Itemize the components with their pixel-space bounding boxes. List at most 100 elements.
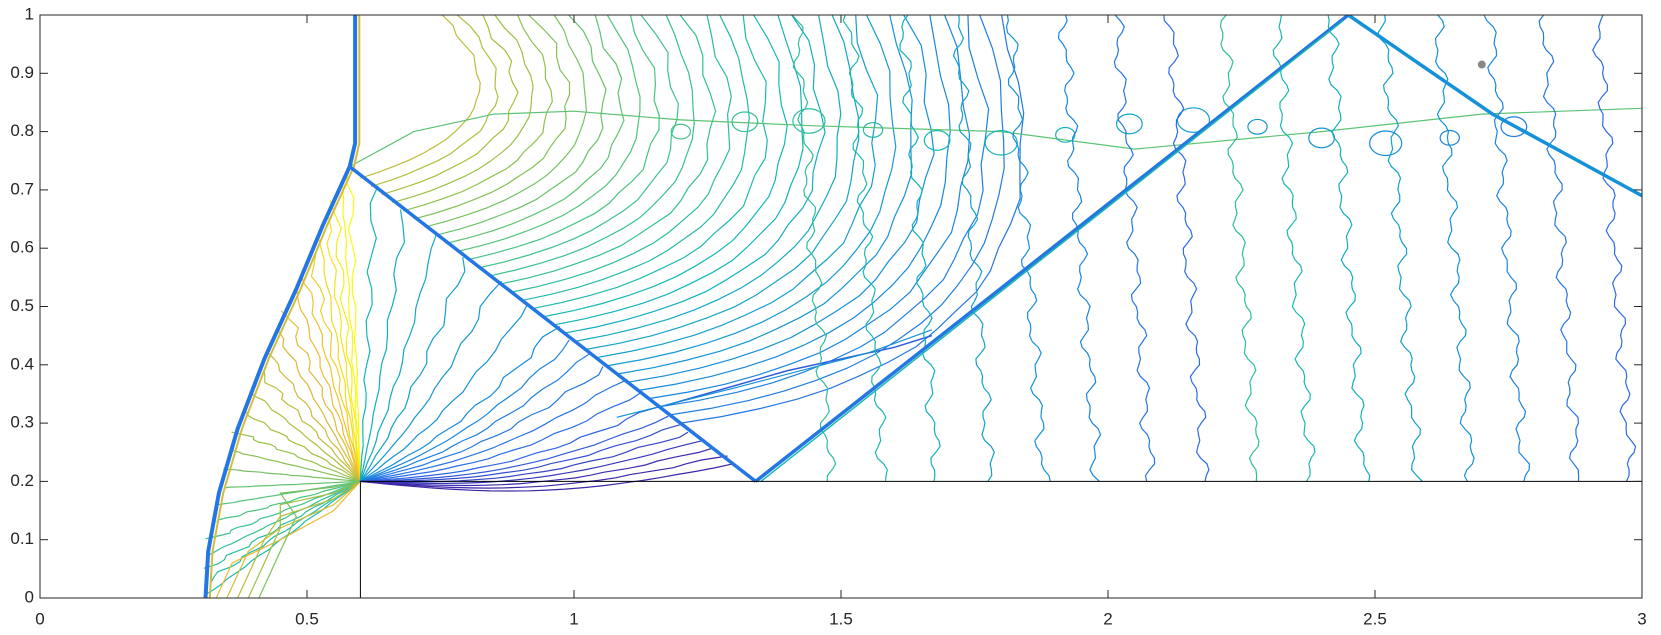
- contour-line: [348, 165, 757, 483]
- y-tick-label: 0.5: [10, 296, 34, 315]
- vortex: [984, 129, 1018, 156]
- contour-line: [791, 15, 837, 482]
- x-tick-label: 1.5: [829, 609, 853, 628]
- contour-line: [754, 15, 1350, 483]
- contour-line: [1347, 15, 1642, 198]
- contour-line: [659, 15, 990, 408]
- plot-area: [203, 15, 1642, 598]
- x-tick-label: 3: [1637, 609, 1646, 628]
- contour-line: [952, 15, 995, 482]
- x-tick-label: 2: [1103, 609, 1112, 628]
- contour-line: [541, 15, 788, 318]
- contour-line: [360, 352, 592, 482]
- vortex: [1247, 118, 1268, 135]
- contour-line: [1538, 15, 1580, 482]
- contour-line: [360, 392, 641, 482]
- contour-line: [1057, 15, 1102, 482]
- y-tick-label: 0.6: [10, 238, 34, 257]
- contour-line: [435, 15, 607, 236]
- contour-line: [317, 234, 361, 482]
- contour-line: [1483, 15, 1531, 482]
- contour-line: [664, 334, 933, 407]
- contour-line: [310, 253, 361, 482]
- contour-line: [467, 15, 660, 261]
- vortex: [862, 122, 884, 138]
- x-tick-label: 0: [35, 609, 44, 628]
- contour-line: [329, 200, 361, 482]
- contour-line: [301, 272, 361, 482]
- contour-line: [231, 431, 361, 482]
- x-tick-label: 0.5: [295, 609, 319, 628]
- contour-line: [359, 185, 379, 482]
- contour-line: [326, 217, 361, 482]
- contour-line: [1272, 15, 1316, 482]
- contour-line: [1113, 15, 1156, 482]
- contour-line: [627, 15, 935, 383]
- contour-line: [552, 15, 804, 326]
- contour-line: [360, 405, 663, 482]
- contour-line: [208, 15, 361, 598]
- vortex: [1115, 113, 1143, 135]
- contour-line: [563, 15, 826, 334]
- contour-line: [360, 339, 570, 482]
- contour-line: [360, 366, 604, 482]
- contour-line: [573, 15, 842, 343]
- vortex: [1055, 126, 1076, 143]
- step: [359, 480, 1642, 598]
- vortex: [1500, 116, 1528, 138]
- y-tick-label: 1: [25, 4, 34, 23]
- contour-line: [223, 468, 361, 482]
- contour-line: [392, 15, 534, 204]
- y-tick-label: 0.1: [10, 529, 34, 548]
- contour-line: [296, 290, 361, 482]
- contour-line: [249, 391, 361, 482]
- y-tick-label: 0.8: [10, 121, 34, 140]
- contour-line: [345, 166, 361, 482]
- contour-line: [360, 326, 561, 482]
- marker-dot: [1477, 60, 1486, 69]
- contour-line: [1219, 15, 1260, 482]
- contour-line: [1163, 15, 1210, 482]
- contour-line: [258, 480, 361, 598]
- contour-line: [360, 423, 683, 482]
- contour-line: [205, 480, 361, 540]
- contour-line: [215, 480, 361, 598]
- contour-line: [359, 209, 406, 482]
- contour-line: [226, 480, 361, 598]
- contour-line: [424, 15, 587, 228]
- y-tick-label: 0.2: [10, 471, 34, 490]
- contour-line: [360, 439, 706, 484]
- contour-line: [215, 480, 361, 506]
- vortex: [670, 123, 692, 140]
- contour-line: [263, 371, 361, 482]
- contour-line: [278, 330, 361, 482]
- contour-line: [1434, 15, 1475, 482]
- contour-line: [280, 310, 361, 482]
- contour-line: [899, 15, 941, 482]
- contour-line: [477, 15, 680, 269]
- contour-line: [225, 480, 361, 489]
- contour-line: [203, 15, 358, 598]
- contour-line: [1592, 15, 1637, 482]
- vortex: [792, 108, 826, 134]
- contour-line: [203, 480, 361, 569]
- contour-line: [341, 183, 361, 482]
- contour-line: [1377, 15, 1423, 482]
- vortex: [923, 130, 951, 151]
- contour-line: [509, 15, 732, 294]
- contour-line: [648, 15, 971, 400]
- contour-line: [209, 480, 361, 556]
- contour-line: [360, 15, 481, 179]
- contour-line: [360, 304, 528, 482]
- x-tick-label: 2.5: [1363, 609, 1387, 628]
- contour-line: [520, 15, 750, 302]
- contour-line: [670, 15, 1005, 416]
- contour-line: [531, 15, 768, 310]
- contour-line: [370, 15, 499, 187]
- contour-line: [349, 107, 1642, 168]
- contour-line: [616, 15, 913, 375]
- y-tick-label: 0.9: [10, 63, 34, 82]
- vortex: [731, 111, 759, 133]
- contour-line: [359, 233, 438, 482]
